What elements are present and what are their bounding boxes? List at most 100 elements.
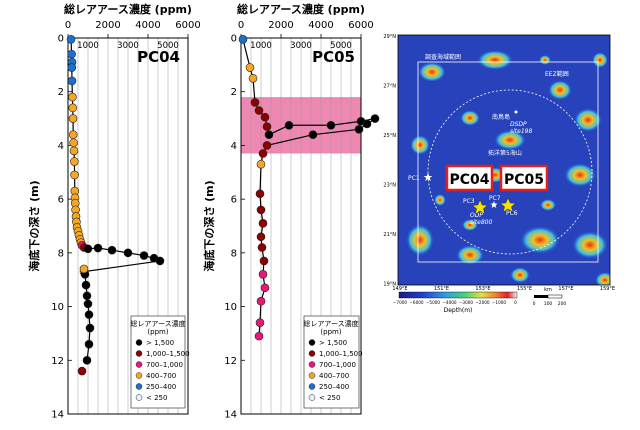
callout-pc04 — [445, 164, 494, 192]
x-tick-label: 2000 — [268, 20, 293, 31]
legend-title: 総レアアース濃度 — [303, 319, 358, 328]
scale-unit: km — [544, 287, 552, 293]
dsdp-site-label: site198 — [510, 128, 532, 135]
y-axis-label: 海底下の深さ (m) — [27, 180, 41, 271]
data-point — [264, 130, 274, 139]
survey-area-outline — [417, 61, 599, 263]
series-line — [242, 39, 376, 337]
data-point — [70, 170, 79, 180]
data-point — [82, 355, 92, 365]
data-point — [260, 112, 270, 122]
data-point — [370, 114, 380, 123]
x-tick-label: 6000 — [175, 20, 200, 31]
series-line — [70, 39, 163, 361]
x-tick-label-inner: 1000 — [77, 41, 99, 51]
x-top-ticks: 0 2000 4000 6000 — [65, 20, 201, 38]
data-point — [67, 49, 76, 59]
lat-label: 29°N — [383, 34, 396, 40]
data-point — [262, 122, 272, 131]
seamounts — [398, 35, 610, 285]
legend-swatch — [135, 394, 143, 401]
latitude-labels: 29°N 27°N 25°N 23°N 21°N 19°N — [383, 34, 396, 288]
plot-frame — [240, 37, 362, 415]
data-point — [259, 256, 269, 266]
legend-label: 700–1,000 — [146, 361, 183, 369]
data-point — [248, 73, 258, 83]
chart-pc05: 総レアアース濃度 (ppm) 0 2000 4000 6000 PC05 0 2 4 6 8 1… — [202, 2, 380, 421]
data-point — [67, 63, 77, 72]
depth-tick: −2000 — [475, 300, 490, 305]
pc7-label: PC7 — [489, 195, 501, 202]
data-point — [238, 35, 248, 44]
data-point — [256, 296, 266, 306]
panel-title: PC05 — [312, 48, 355, 66]
dsdp-site-marker — [514, 110, 518, 114]
depth-tick: −1000 — [492, 300, 507, 305]
depth-tick: −6000 — [409, 300, 424, 305]
data-point — [258, 149, 268, 158]
data-point — [93, 243, 103, 253]
lon-label: 149°E — [392, 286, 407, 292]
data-point — [362, 119, 372, 129]
data-point — [70, 157, 79, 166]
data-point — [256, 205, 266, 215]
longitude-labels: 149°E 151°E 153°E 155°E 157°E 159°E — [392, 286, 615, 292]
y-tick-label: 12 — [51, 356, 64, 367]
y-tick-label: 8 — [58, 248, 64, 259]
y-tick-label: 8 — [231, 248, 237, 259]
x-axis-title: 総レアアース濃度 (ppm) — [64, 2, 192, 16]
legend-unit: (ppm) — [320, 328, 341, 336]
legend-swatch — [308, 383, 316, 390]
y-tick-label: 12 — [224, 356, 237, 367]
y-tick-label: 2 — [231, 87, 237, 98]
data-point — [84, 339, 94, 349]
legend-swatch — [135, 361, 143, 368]
panel-title: PC04 — [137, 48, 180, 66]
data-point — [85, 323, 95, 333]
legend-label: > 1,500 — [146, 339, 174, 347]
x-bottom-ticks: 1000 3000 5000 — [250, 41, 352, 51]
legend-swatch — [135, 372, 143, 379]
data-point — [256, 232, 266, 242]
y-ticks: 0 2 4 6 8 10 12 14 — [51, 34, 72, 421]
data-point — [68, 103, 78, 113]
x-axis-title: 総レアアース濃度 (ppm) — [237, 2, 365, 16]
callout-pc04-label: PC04 — [449, 172, 489, 188]
x-tick-label-inner: 3000 — [117, 41, 139, 51]
pc3-label: PC3 — [463, 198, 475, 205]
data-point — [254, 331, 264, 341]
legend-label: > 1,500 — [319, 339, 347, 347]
x-top-ticks: 0 2000 4000 6000 — [238, 20, 374, 38]
data-point — [256, 159, 266, 169]
legend-label: 250–400 — [319, 383, 349, 391]
data-point — [77, 366, 87, 376]
pc6-label: PC6 — [506, 210, 518, 217]
legend: 総レアアース濃度(ppm) > 1,500 1,000–1,500 700–1,000… — [303, 315, 363, 409]
data-point — [258, 219, 268, 228]
star-icon — [499, 197, 517, 213]
y-axis-label: 海底下の深さ (m) — [202, 180, 216, 271]
x-tick-label-inner: 3000 — [290, 41, 312, 51]
data-point — [81, 280, 91, 290]
odp-label: ODP — [470, 212, 483, 219]
data-point — [308, 130, 318, 139]
scale-bar-seg — [547, 294, 563, 299]
eez-label: EEZ範囲 — [545, 70, 569, 78]
lat-label: 23°N — [383, 183, 396, 189]
legend-swatch — [135, 350, 143, 357]
x-tick-label: 4000 — [308, 20, 333, 31]
legend-swatch — [308, 339, 316, 346]
data-line — [70, 39, 163, 361]
x-tick-label-inner: 1000 — [250, 41, 272, 51]
depth-tick: −4000 — [442, 300, 457, 305]
lon-label: 157°E — [558, 286, 573, 292]
x-tick-label: 0 — [238, 20, 244, 31]
data-point — [123, 248, 133, 258]
takuyo-label: 拓洋第5海山 — [488, 149, 522, 157]
legend-label: 400–700 — [319, 372, 349, 380]
lon-label: 155°E — [517, 286, 532, 292]
dsdp-label: DSDP — [510, 121, 527, 128]
data-point — [83, 244, 93, 254]
data-point — [255, 189, 265, 199]
